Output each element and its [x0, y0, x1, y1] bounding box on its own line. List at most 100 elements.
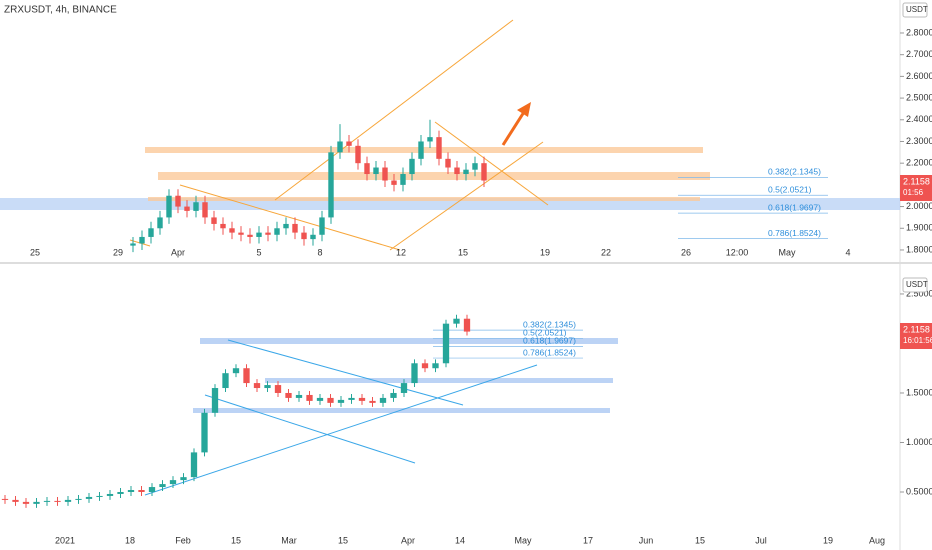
fib-label: 0.618(1.9697): [768, 202, 821, 212]
candle-body: [64, 499, 72, 502]
candle-body: [243, 368, 250, 384]
y-tick-label: 0.5000: [906, 486, 932, 496]
candle-body: [418, 141, 424, 159]
trend-line: [227, 339, 464, 406]
y-tick-label: 1.5000: [906, 387, 932, 397]
x-tick-label: 12:00: [726, 247, 749, 257]
y-tick-label: 2.3000: [906, 136, 932, 146]
candle-body: [369, 400, 376, 403]
candle-body: [85, 496, 93, 499]
y-tick-label: 2.7000: [906, 49, 932, 59]
unit-badge: [902, 277, 928, 293]
x-tick-label: 29: [113, 247, 123, 257]
candle-body: [463, 169, 469, 175]
candle-body: [432, 363, 439, 369]
resistance-zone: [158, 172, 710, 180]
candle-body: [292, 223, 298, 233]
fib-label: 0.5(2.0521): [768, 185, 812, 195]
candle-body: [256, 232, 262, 237]
candle-body: [166, 195, 172, 218]
trend-line: [144, 364, 538, 496]
candle-body: [472, 163, 478, 170]
candle-body: [247, 234, 253, 237]
candle-body: [175, 195, 181, 207]
candle-body: [12, 499, 19, 502]
candle-body: [285, 392, 292, 398]
candle-body: [310, 234, 316, 240]
candle-body: [481, 163, 487, 181]
candle-body: [463, 318, 471, 332]
candle-body: [265, 232, 271, 235]
y-tick-label: 2.4000: [906, 114, 932, 124]
x-tick-label: 18: [125, 535, 135, 545]
resistance-zone: [145, 147, 703, 153]
candle-body: [445, 158, 451, 168]
candle-body: [211, 217, 217, 224]
x-tick-label: Jun: [639, 535, 654, 545]
x-tick-label: Aug: [869, 535, 885, 545]
y-tick-label: 1.0000: [906, 437, 932, 447]
candle-body: [283, 223, 289, 229]
candle-body: [442, 323, 450, 364]
candle-body: [180, 477, 187, 481]
countdown: 16:01:56: [903, 336, 932, 345]
candle-body: [453, 318, 460, 324]
candle-body: [75, 498, 82, 500]
x-tick-label: 12: [396, 247, 406, 257]
x-tick-label: 19: [540, 247, 550, 257]
price-badge: [900, 323, 932, 349]
candle-body: [220, 223, 226, 229]
y-tick-label: 1.9000: [906, 223, 932, 233]
candle-body: [148, 487, 156, 492]
candle-body: [127, 490, 135, 492]
x-tick-label: 15: [338, 535, 348, 545]
trend-line: [179, 184, 401, 251]
x-tick-label: 22: [601, 247, 611, 257]
candle-body: [436, 137, 442, 159]
support-zone: [193, 408, 610, 413]
x-tick-label: 17: [583, 535, 593, 545]
unit-label: USDT: [906, 5, 928, 14]
y-tick-label: 2.0000: [906, 201, 932, 211]
candle-body: [33, 501, 40, 504]
trend-line: [274, 19, 514, 201]
y-tick-label: 2.5000: [906, 92, 932, 102]
y-tick-label: 2.5000: [906, 288, 932, 298]
x-tick-label: 5: [256, 247, 261, 257]
candle-body: [358, 397, 366, 401]
bottom-drawings: [144, 338, 618, 496]
trend-line: [389, 141, 544, 251]
candle-body: [222, 373, 229, 389]
candle-body: [43, 500, 51, 502]
candle-body: [355, 145, 361, 164]
fib-label: 0.382(2.1345): [768, 167, 821, 177]
candle-body: [409, 158, 415, 175]
top-drawings: [0, 19, 900, 251]
candle-body: [202, 202, 208, 218]
y-tick-label: 2.8000: [906, 27, 932, 37]
candle-body: [229, 228, 235, 233]
candle-body: [184, 206, 190, 211]
candle-body: [117, 491, 124, 494]
candle-body: [327, 397, 334, 403]
x-tick-label: May: [778, 247, 796, 257]
support-zone: [200, 338, 618, 344]
candle-body: [106, 493, 114, 496]
candle-body: [22, 501, 30, 504]
symbol-header: ZRXUSDT, 4h, BINANCE: [4, 5, 117, 16]
x-tick-label: 19: [823, 535, 833, 545]
countdown: 01:56: [903, 188, 924, 197]
x-tick-label: May: [514, 535, 532, 545]
last-price: 2.1158: [903, 176, 930, 186]
resistance-zone: [148, 197, 700, 201]
candle-body: [454, 167, 460, 175]
candle-body: [391, 180, 397, 185]
candle-body: [295, 394, 303, 398]
x-tick-label: 15: [695, 535, 705, 545]
candle-body: [274, 385, 282, 393]
candle-body: [148, 228, 154, 237]
trend-line: [204, 394, 416, 464]
unit-label: USDT: [906, 280, 928, 289]
candle-body: [232, 368, 240, 374]
